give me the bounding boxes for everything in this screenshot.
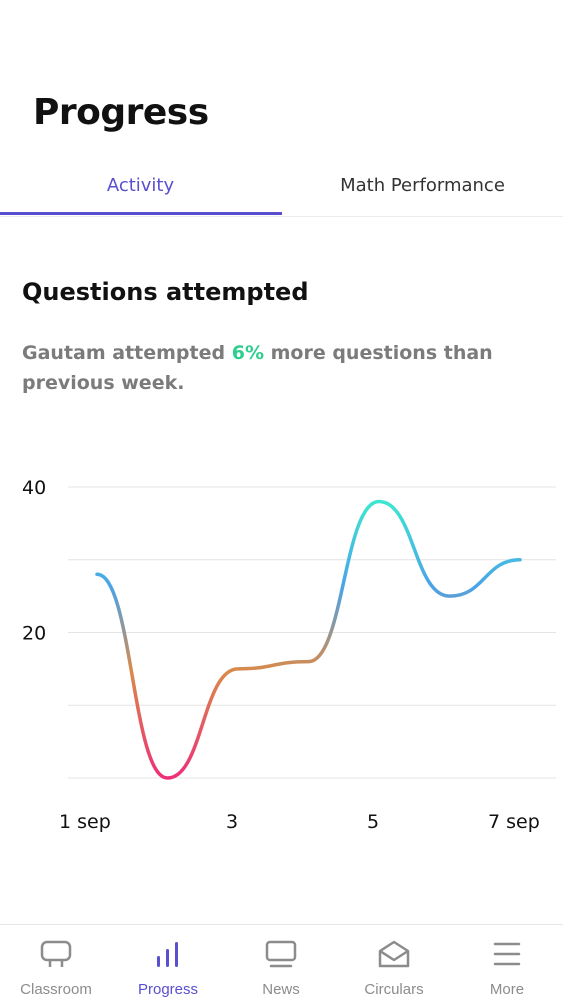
nav-classroom[interactable]: Classroom — [0, 925, 112, 1001]
series-line — [95, 499, 522, 780]
bottom-nav: Classroom Progress News Circulars More — [0, 924, 563, 1001]
x-tick-label: 1 sep — [59, 811, 111, 833]
news-icon — [265, 940, 297, 968]
bar-chart-icon — [157, 942, 178, 967]
section-title: Questions attempted — [22, 278, 309, 306]
active-tab-indicator — [0, 212, 282, 215]
tab-activity[interactable]: Activity — [106, 175, 175, 196]
x-tick-label: 3 — [226, 811, 238, 833]
nav-label-progress: Progress — [137, 981, 199, 998]
nav-more[interactable]: More — [451, 925, 563, 1001]
summary-highlight: 6% — [231, 342, 264, 364]
nav-label-news: News — [262, 981, 300, 998]
nav-progress[interactable]: Progress — [112, 925, 224, 1001]
nav-news[interactable]: News — [225, 925, 337, 1001]
x-tick-label: 7 sep — [488, 811, 540, 833]
y-tick-label: 40 — [22, 477, 46, 499]
summary-prefix: Gautam attempted — [22, 342, 232, 364]
y-tick-label: 20 — [22, 623, 46, 645]
summary-text: Gautam attempted 6% more questions than … — [22, 338, 562, 398]
questions-line-chart: 20 40 1 sep 3 5 7 sep — [22, 477, 556, 833]
menu-icon — [493, 942, 521, 966]
x-tick-label: 5 — [367, 811, 379, 833]
nav-label-classroom: Classroom — [20, 981, 92, 998]
envelope-icon — [378, 940, 410, 968]
page-title: Progress — [33, 92, 209, 133]
summary-suffix: more questions than previous week. — [22, 342, 493, 394]
tab-bar: Activity Math Performance — [0, 160, 563, 217]
tab-math-performance[interactable]: Math Performance — [340, 175, 505, 196]
classroom-icon — [40, 940, 72, 967]
nav-circulars[interactable]: Circulars — [338, 925, 450, 1001]
nav-label-circulars: Circulars — [364, 981, 424, 998]
nav-label-more: More — [489, 981, 525, 998]
